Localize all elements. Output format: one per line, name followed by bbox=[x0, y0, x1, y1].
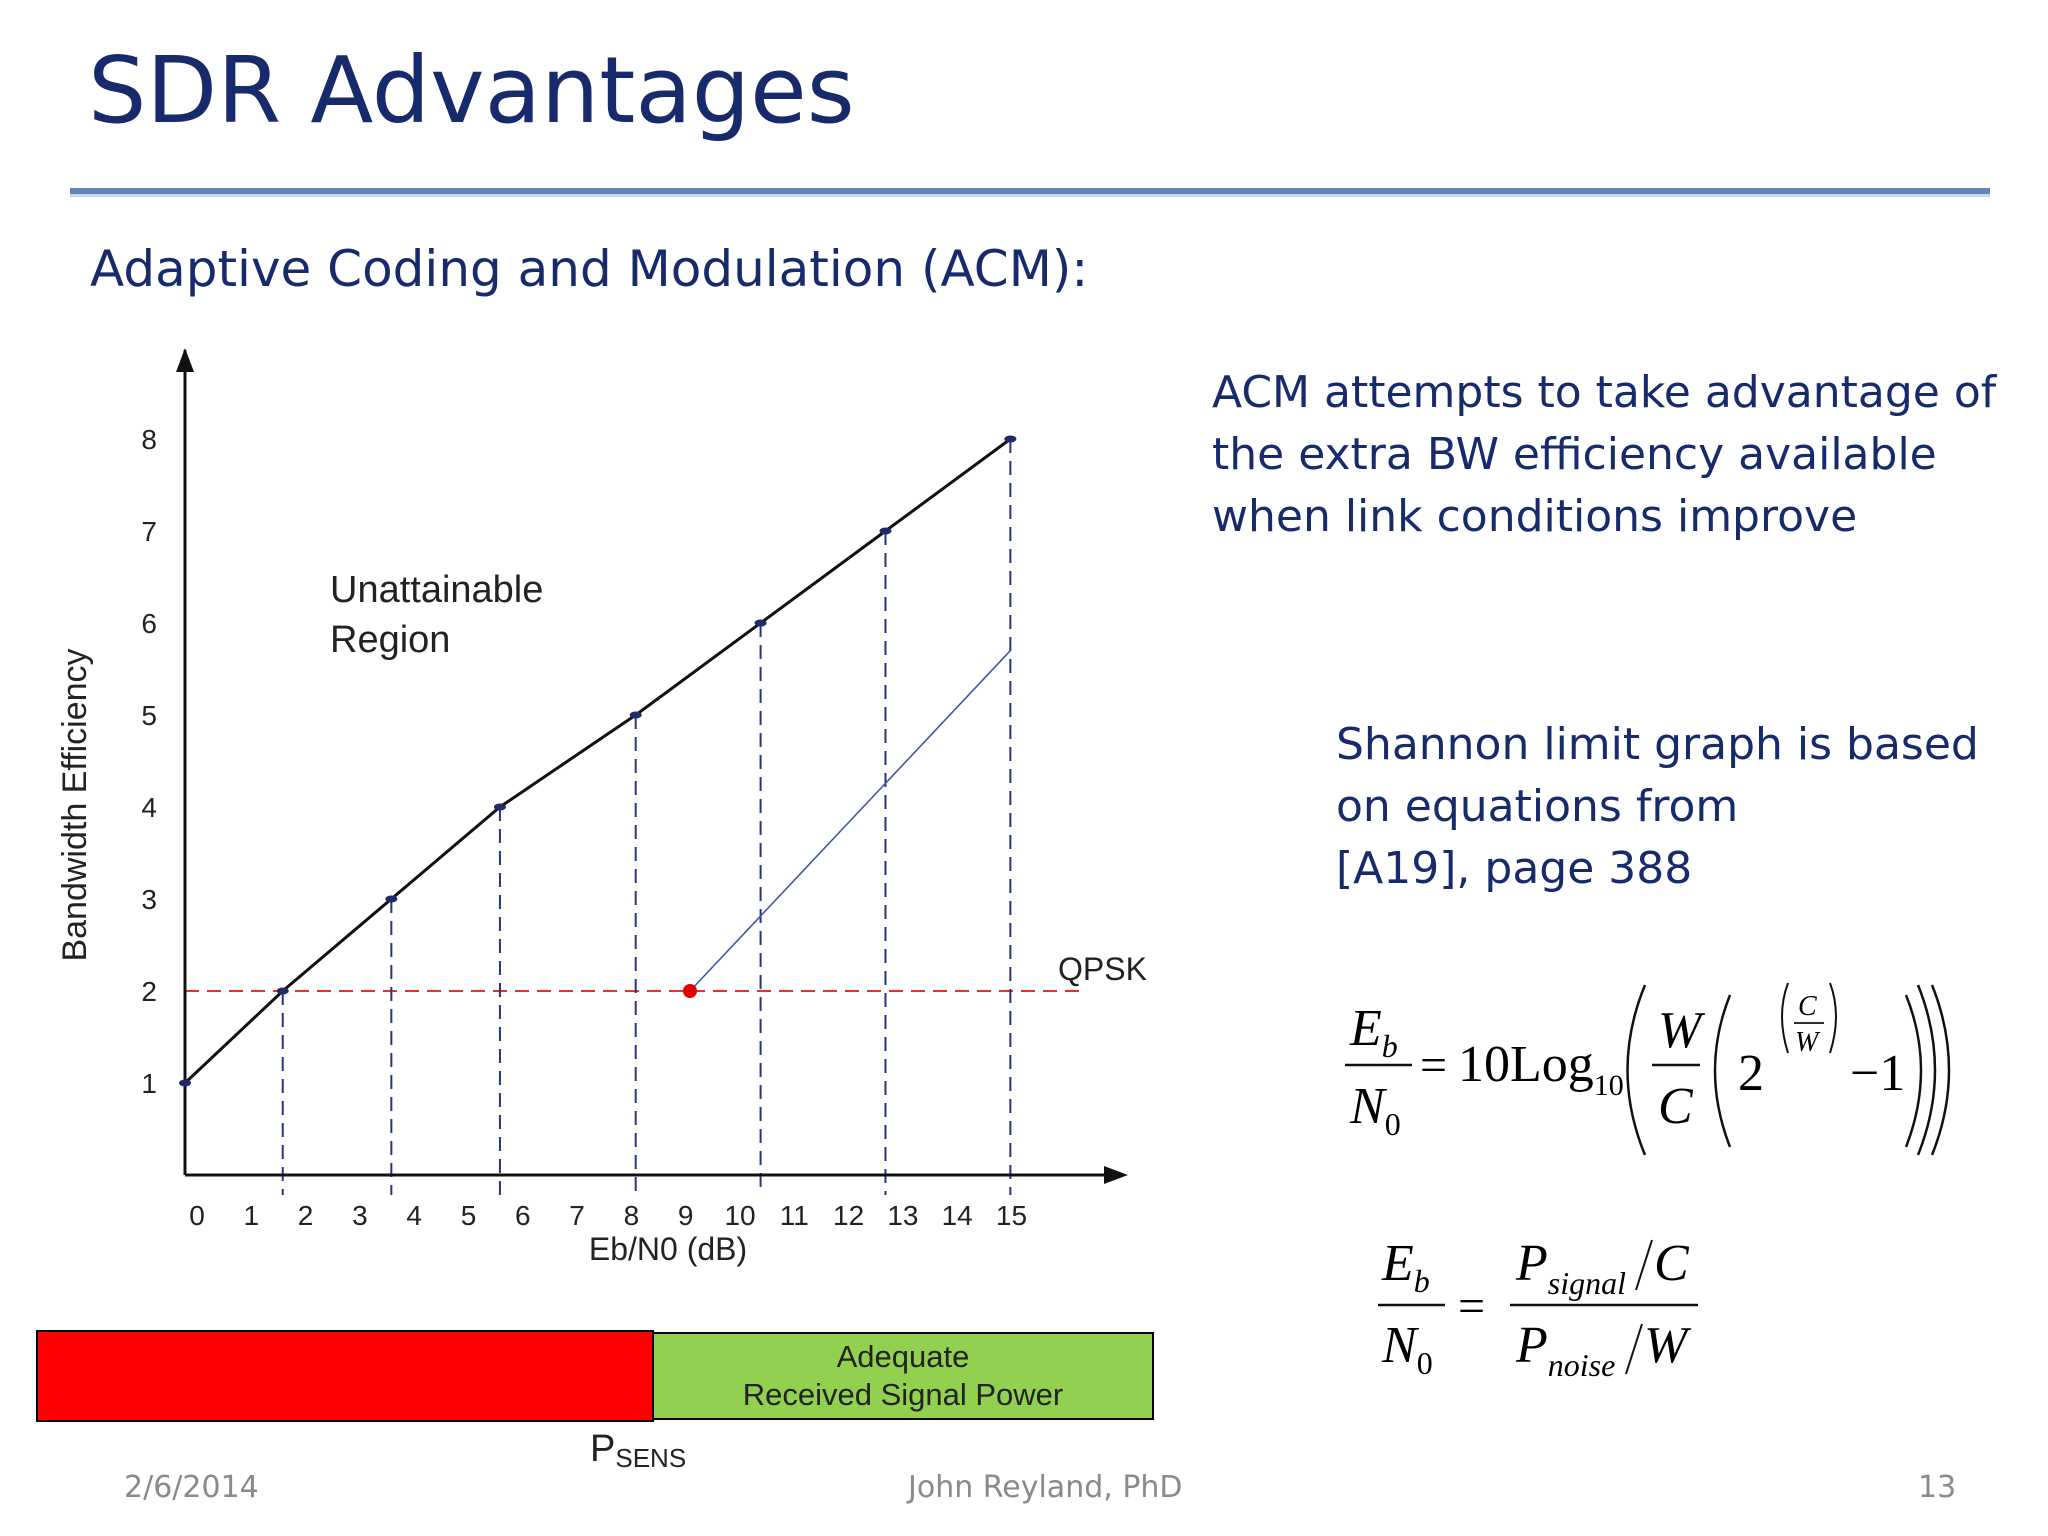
adequate-signal-label-line: Received Signal Power bbox=[742, 1377, 1064, 1412]
y-tick-label: 6 bbox=[141, 608, 157, 639]
shannon-reference-line: [A19], page 388 bbox=[1336, 843, 1693, 894]
eq2-c: C bbox=[1654, 1235, 1690, 1292]
eq1-equals: = bbox=[1420, 1039, 1447, 1092]
acm-description: ACM attempts to take advantage of the ex… bbox=[1212, 362, 1996, 548]
eq2-w: W bbox=[1644, 1317, 1692, 1374]
eq1-w: W bbox=[1658, 1002, 1706, 1059]
x-axis-label: Eb/N0 (dB) bbox=[589, 1231, 747, 1267]
qpsk-operating-point bbox=[682, 984, 697, 998]
data-point bbox=[629, 711, 642, 719]
eq2-n0: N0 bbox=[1381, 1317, 1433, 1381]
eq1-c: C bbox=[1658, 1078, 1694, 1135]
data-point bbox=[879, 527, 892, 535]
y-tick-label: 1 bbox=[141, 1068, 157, 1099]
x-tick-label: 14 bbox=[942, 1200, 973, 1231]
x-tick-label: 13 bbox=[887, 1200, 918, 1231]
x-tick-label: 10 bbox=[724, 1200, 755, 1231]
ebn0-power-equation: Eb N0 = Psignal C Pnoise W bbox=[1378, 1235, 1698, 1383]
adequate-signal-bar: Adequate Received Signal Power bbox=[652, 1332, 1154, 1420]
eq2-eb: Eb bbox=[1381, 1235, 1430, 1299]
eq1-exp-paren-close bbox=[1829, 982, 1837, 1054]
insufficient-signal-bar bbox=[36, 1330, 654, 1422]
ebn0-shannon-equation: Eb N0 = 10Log10 W C 2 C W −1 bbox=[1345, 982, 1951, 1156]
y-tick-label: 5 bbox=[141, 700, 157, 731]
x-tick-label: 15 bbox=[996, 1200, 1027, 1231]
eq2-p-noise: Pnoise bbox=[1515, 1317, 1615, 1383]
eq2-slash-bottom bbox=[1625, 1323, 1643, 1375]
acm-description-line: the extra BW efficiency available bbox=[1212, 429, 1937, 480]
y-tick-label: 2 bbox=[141, 976, 157, 1007]
data-point bbox=[385, 895, 398, 903]
title-divider-shadow bbox=[70, 194, 1990, 197]
x-tick-label: 9 bbox=[678, 1200, 694, 1231]
x-tick-label: 0 bbox=[189, 1200, 205, 1231]
eq1-paren-open-inner bbox=[1713, 994, 1732, 1148]
qpsk-label: QPSK bbox=[1058, 951, 1147, 987]
footer-date: 2/6/2014 bbox=[124, 1470, 259, 1505]
psens-subscript: SENS bbox=[615, 1443, 687, 1473]
acm-description-line: ACM attempts to take advantage of bbox=[1212, 367, 1997, 418]
eq2-slash-top bbox=[1635, 1239, 1653, 1291]
psens-main: P bbox=[590, 1428, 616, 1470]
y-tick-label: 8 bbox=[141, 424, 157, 455]
x-tick-label: 4 bbox=[406, 1200, 422, 1231]
x-tick-label: 11 bbox=[780, 1200, 809, 1231]
annotation-line-2: Region bbox=[330, 619, 450, 661]
data-point bbox=[179, 1079, 191, 1087]
x-tick-label: 3 bbox=[352, 1200, 368, 1231]
y-tick-label: 7 bbox=[141, 516, 157, 547]
y-axis-label: Bandwidth Efficiency bbox=[56, 648, 94, 961]
data-point bbox=[276, 987, 289, 995]
x-tick-label: 6 bbox=[515, 1200, 531, 1231]
shannon-reference-line: Shannon limit graph is based bbox=[1336, 719, 1979, 770]
eq1-exp-c: C bbox=[1798, 991, 1817, 1022]
eq1-exp-w: W bbox=[1795, 1027, 1821, 1058]
slide-subtitle: Adaptive Coding and Modulation (ACM): bbox=[90, 240, 1089, 298]
title-divider bbox=[70, 188, 1990, 194]
eq1-paren-close-outer-b bbox=[1930, 984, 1951, 1156]
eq1-n0: N0 bbox=[1349, 1078, 1401, 1142]
y-tick-label: 3 bbox=[141, 884, 157, 915]
x-tick-label: 7 bbox=[569, 1200, 585, 1231]
footer-page-number: 13 bbox=[1918, 1470, 1957, 1505]
y-tick-label: 4 bbox=[141, 792, 157, 823]
psens-label: PSENS bbox=[590, 1428, 686, 1474]
eq1-paren-close-outer-a bbox=[1916, 984, 1937, 1156]
eq2-p-signal: Psignal bbox=[1515, 1235, 1626, 1301]
eq1-exp-paren-open bbox=[1781, 982, 1789, 1054]
shannon-reference-line: on equations from bbox=[1336, 781, 1739, 832]
adequate-signal-label-line: Adequate bbox=[836, 1339, 970, 1374]
annotation-line-1: Unattainable bbox=[330, 569, 543, 611]
slide-title: SDR Advantages bbox=[88, 37, 855, 144]
shannon-reference: Shannon limit graph is based on equation… bbox=[1336, 714, 1979, 900]
x-tick-label: 1 bbox=[244, 1200, 260, 1231]
x-tick-label: 5 bbox=[461, 1200, 477, 1231]
eq2-equals: = bbox=[1458, 1280, 1485, 1333]
data-point bbox=[754, 619, 767, 627]
eq1-eb: Eb bbox=[1349, 1000, 1398, 1064]
x-tick-label: 12 bbox=[833, 1200, 864, 1231]
y-axis-arrow-icon bbox=[176, 348, 194, 372]
x-axis-arrow-icon bbox=[1104, 1166, 1128, 1184]
eq1-paren-close-inner bbox=[1904, 994, 1923, 1148]
eq1-two: 2 bbox=[1738, 1045, 1764, 1102]
data-point bbox=[493, 803, 506, 811]
data-point bbox=[1004, 435, 1017, 443]
eq1-paren-open-outer bbox=[1626, 984, 1647, 1156]
eq1-minus-one: −1 bbox=[1850, 1045, 1905, 1102]
shannon-limit-line bbox=[183, 437, 1012, 1085]
x-tick-label: 8 bbox=[624, 1200, 640, 1231]
footer-author: John Reyland, PhD bbox=[908, 1470, 1183, 1505]
acm-description-line: when link conditions improve bbox=[1212, 491, 1858, 542]
eq1-coef: 10Log10 bbox=[1458, 1036, 1624, 1102]
acm-efficiency-line bbox=[689, 650, 1011, 992]
x-tick-label: 2 bbox=[298, 1200, 314, 1231]
